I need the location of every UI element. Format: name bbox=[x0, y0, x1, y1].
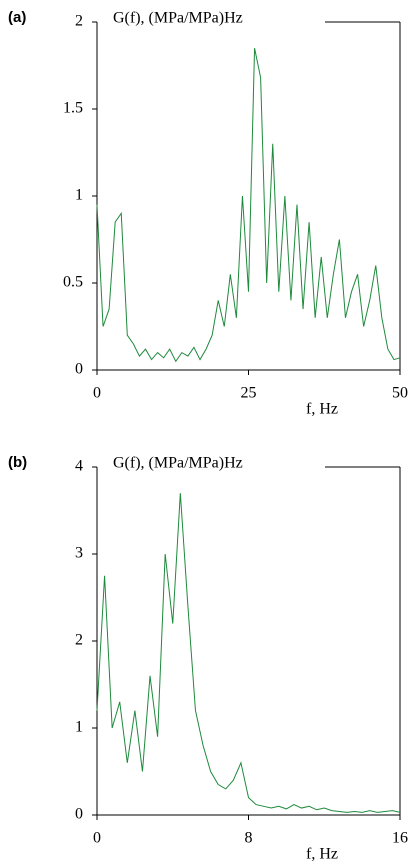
y-tick-label: 2 bbox=[75, 13, 83, 30]
spectrum-line bbox=[96, 47, 401, 363]
y-tick-label: 1.5 bbox=[63, 100, 83, 117]
x-tick-label: 0 bbox=[93, 385, 101, 402]
y-axis-label: G(f), (MPa/MPa)Hz bbox=[113, 455, 243, 472]
x-tick-label: 25 bbox=[241, 385, 257, 402]
x-tick-label: 8 bbox=[245, 830, 253, 847]
x-tick-label: 50 bbox=[392, 385, 408, 402]
y-tick-label: 0.5 bbox=[63, 274, 83, 291]
x-tick-label: 0 bbox=[93, 830, 101, 847]
y-tick-label: 1 bbox=[75, 719, 83, 736]
y-tick-label: 0 bbox=[75, 361, 83, 378]
y-tick-label: 1 bbox=[75, 187, 83, 204]
y-axis-label: G(f), (MPa/MPa)Hz bbox=[113, 10, 243, 27]
y-tick-label: 0 bbox=[75, 806, 83, 823]
x-tick-label: 16 bbox=[392, 830, 408, 847]
y-tick-label: 3 bbox=[75, 545, 83, 562]
panel-label: (b) bbox=[8, 454, 27, 471]
y-tick-label: 4 bbox=[75, 458, 83, 475]
x-axis-label: f, Hz bbox=[306, 401, 338, 418]
x-axis-label: f, Hz bbox=[306, 846, 338, 863]
spectrum-line bbox=[96, 493, 401, 813]
y-tick-label: 2 bbox=[75, 632, 83, 649]
panel-label: (a) bbox=[8, 9, 26, 26]
